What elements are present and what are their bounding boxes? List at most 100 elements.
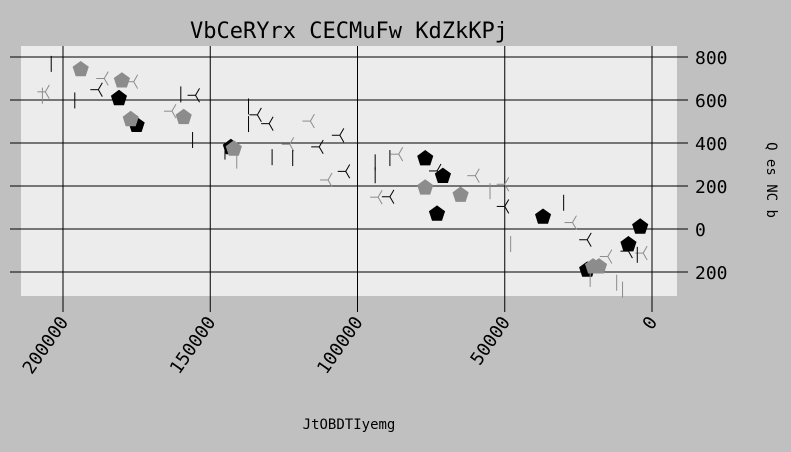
tri-marker-arm <box>572 222 577 230</box>
tri-marker <box>620 243 633 259</box>
pentagon-marker <box>175 108 192 125</box>
tri-marker-arm <box>504 199 510 207</box>
tri-marker-arm <box>103 78 109 86</box>
pentagon-marker <box>428 205 446 221</box>
y-axis-label: Q es NC b <box>763 142 779 218</box>
x-tick-label: 0 <box>639 313 662 334</box>
pentagon-marker <box>417 179 434 195</box>
tri-marker <box>125 74 139 89</box>
tri-marker-arm <box>171 110 177 119</box>
y-axis: 800 600 400 200 0 200 <box>695 48 728 284</box>
tri-marker-arm <box>474 175 480 183</box>
tri-marker-arm <box>97 89 103 97</box>
tri-marker-arm <box>318 146 324 155</box>
tri-marker-arm <box>44 91 50 100</box>
tri-marker-arm <box>256 114 262 123</box>
x-axis: 200000 150000 100000 50000 0 <box>19 296 662 378</box>
tri-marker <box>187 88 200 103</box>
tri-marker <box>37 84 50 100</box>
tri-marker-arm <box>398 153 404 162</box>
tri-marker-arm <box>268 123 274 131</box>
tri-marker-arm <box>195 95 200 103</box>
y-tick-label: 0 <box>695 220 706 241</box>
tri-marker <box>635 245 648 261</box>
pentagon-marker <box>113 72 130 88</box>
tri-marker <box>429 163 442 179</box>
y-tick-label: 600 <box>695 91 728 112</box>
tri-marker-arm <box>389 189 395 198</box>
pentagon-marker <box>122 110 139 127</box>
tri-marker-arm <box>586 232 592 241</box>
pentagon-marker <box>452 186 469 202</box>
x-tick-label: 50000 <box>467 313 515 369</box>
tri-marker <box>96 71 109 86</box>
tri-marker <box>390 147 404 162</box>
tri-marker-arm <box>377 190 383 198</box>
tri-marker-arm <box>256 107 262 116</box>
y-tick-label: 800 <box>695 48 728 69</box>
pentagon-marker <box>590 258 608 274</box>
tri-marker-arm <box>97 82 103 90</box>
tri-marker-arm <box>607 249 613 257</box>
y-tick-label: 200 <box>695 177 728 198</box>
tri-marker <box>564 215 577 230</box>
tri-marker-arm <box>377 196 383 205</box>
tri-marker <box>90 82 103 97</box>
tri-marker <box>311 139 324 155</box>
tri-marker-arm <box>642 245 648 254</box>
pentagon-marker <box>225 140 242 156</box>
tri-marker-arm <box>44 84 50 93</box>
tri-marker <box>496 177 510 192</box>
tri-marker-arm <box>504 177 510 185</box>
data-points <box>37 55 649 298</box>
tri-marker-arm <box>309 113 315 122</box>
tri-marker-arm <box>171 104 177 112</box>
tri-marker-arm <box>339 128 345 136</box>
tri-marker-arm <box>318 139 324 148</box>
tri-marker-arm <box>345 171 351 179</box>
tri-marker <box>579 232 592 247</box>
pentagon-marker <box>620 236 637 252</box>
tri-marker-arm <box>628 250 633 259</box>
tri-marker-arm <box>133 81 139 89</box>
tri-marker <box>163 104 177 119</box>
tri-marker <box>331 128 345 143</box>
chart-title: VbCeRYrx CECMuFw KdZkKPj <box>190 19 508 44</box>
tri-marker-arm <box>289 137 295 145</box>
tri-marker <box>467 168 480 183</box>
tri-marker <box>261 116 274 131</box>
tri-marker <box>496 199 510 214</box>
tri-marker-arm <box>195 88 200 96</box>
tri-marker-arm <box>389 196 395 204</box>
tri-marker-arm <box>345 164 351 172</box>
tri-marker-arm <box>642 252 648 261</box>
tri-marker-arm <box>436 170 442 179</box>
pentagon-marker <box>110 89 127 106</box>
tri-marker <box>337 164 351 179</box>
tri-marker <box>370 190 383 205</box>
tri-marker <box>320 172 333 188</box>
tri-marker-arm <box>474 168 480 176</box>
x-gridlines <box>62 46 653 296</box>
tri-marker-arm <box>628 243 633 252</box>
pentagon-marker <box>72 61 89 77</box>
tri-marker-arm <box>268 116 274 124</box>
y-gridlines <box>10 56 688 273</box>
y-tick-label: 200 <box>695 263 728 284</box>
pentagon-marker <box>434 167 451 183</box>
tri-marker-arm <box>327 172 333 181</box>
tri-marker-arm <box>339 135 345 143</box>
tri-marker <box>249 107 262 123</box>
tri-marker <box>381 189 395 204</box>
x-axis-label: JtOBDTIyemg <box>303 417 396 433</box>
x-tick-label: 200000 <box>19 313 74 378</box>
y-tick-label: 400 <box>695 134 728 155</box>
tri-marker <box>302 113 315 129</box>
pentagon-marker <box>535 208 552 224</box>
tri-marker-arm <box>607 256 613 264</box>
tri-marker <box>599 249 613 264</box>
x-tick-label: 150000 <box>166 313 221 378</box>
tri-marker-arm <box>327 179 333 188</box>
tri-marker-arm <box>133 74 139 82</box>
